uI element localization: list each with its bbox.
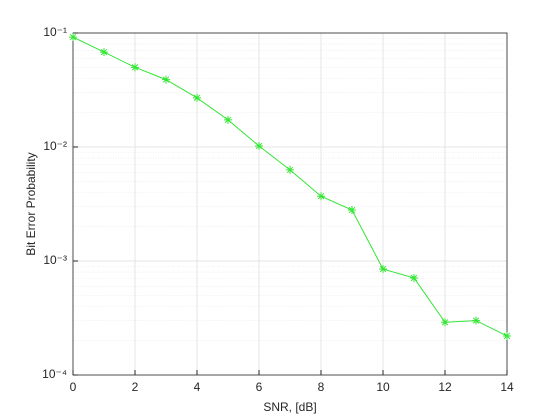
x-tick-label: 2 xyxy=(132,380,139,394)
x-tick-label: 8 xyxy=(318,380,325,394)
data-point xyxy=(100,48,108,57)
y-tick-label: 10⁻⁴ xyxy=(42,367,67,381)
data-point xyxy=(286,165,294,174)
data-point xyxy=(69,33,77,42)
y-tick-label: 10⁻¹ xyxy=(43,25,67,39)
x-tick-label: 6 xyxy=(256,380,263,394)
x-tick-label: 12 xyxy=(438,380,452,394)
data-point xyxy=(348,206,356,215)
data-point xyxy=(224,115,232,124)
data-point xyxy=(317,192,325,201)
data-point xyxy=(503,331,511,340)
x-tick-label: 4 xyxy=(194,380,201,394)
x-tick-label: 10 xyxy=(376,380,390,394)
data-point xyxy=(255,142,263,151)
data-point xyxy=(441,318,449,327)
data-point xyxy=(379,265,387,274)
x-tick-label: 14 xyxy=(500,380,514,394)
y-tick-label: 10⁻³ xyxy=(43,253,67,267)
x-tick-label: 0 xyxy=(70,380,77,394)
y-axis-label: Bit Error Probability xyxy=(24,152,38,255)
data-point xyxy=(131,63,139,72)
y-tick-label: 10⁻² xyxy=(43,139,67,153)
x-axis-label: SNR, [dB] xyxy=(263,400,316,414)
data-point xyxy=(410,273,418,282)
axes-box xyxy=(72,32,508,376)
data-point xyxy=(193,93,201,102)
data-point xyxy=(162,75,170,84)
data-point xyxy=(472,316,480,325)
